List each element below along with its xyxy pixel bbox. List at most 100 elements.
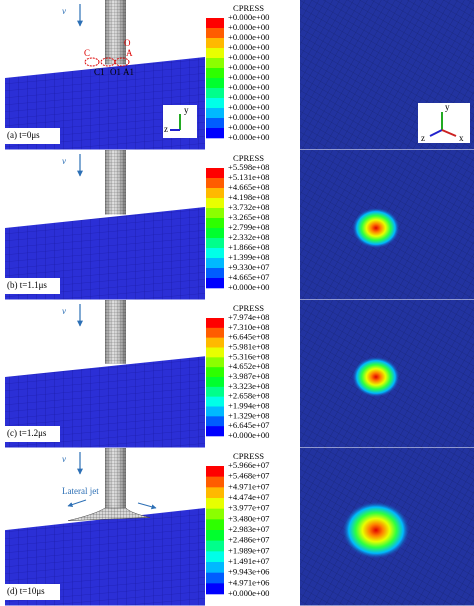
legend-value: +3.977e+07 <box>228 503 270 513</box>
projectile-shade <box>105 0 126 65</box>
legend-swatch <box>206 551 224 563</box>
jet <box>67 507 151 521</box>
panel-label: (b) t=1.1μs <box>7 280 47 290</box>
triad-box <box>418 103 470 143</box>
plate <box>5 57 205 150</box>
legend-swatch <box>206 78 224 89</box>
legend-title: CPRESS <box>233 3 264 13</box>
legend-swatch <box>206 367 224 378</box>
legend-title: CPRESS <box>233 153 264 163</box>
plate <box>5 207 205 300</box>
legend-value: +4.652e+08 <box>228 361 269 371</box>
legend-swatch <box>206 188 224 199</box>
velocity-label: v <box>62 454 66 464</box>
legend-swatch <box>206 583 224 595</box>
legend-value: +3.265e+08 <box>228 212 269 222</box>
legend-swatch <box>206 519 224 531</box>
legend-swatch <box>206 38 224 49</box>
legend-swatch <box>206 466 224 477</box>
legend-swatch <box>206 337 224 348</box>
legend-value: +2.983e+07 <box>228 524 270 534</box>
legend-value: +9.943e+06 <box>228 567 270 577</box>
projectile-shade <box>105 150 126 215</box>
legend-swatch <box>206 396 224 407</box>
legend-value: +0.000e+00 <box>228 12 269 22</box>
legend-swatch <box>206 406 224 417</box>
legend-value: +2.486e+07 <box>228 535 270 545</box>
legend-swatch <box>206 48 224 59</box>
legend-swatch <box>206 386 224 397</box>
legend-value: +0.000e+00 <box>228 42 269 52</box>
legend-swatch <box>206 238 224 249</box>
legend-value: +1.994e+08 <box>228 400 269 410</box>
legend-swatch <box>206 426 224 437</box>
legend-swatch <box>206 58 224 69</box>
point-label: A1 <box>123 67 134 77</box>
legend-value: +3.480e+07 <box>228 513 270 523</box>
legend-title: CPRESS <box>233 451 264 461</box>
point-label: A <box>126 48 133 58</box>
legend-swatch <box>206 416 224 427</box>
axis-label: x <box>459 133 464 143</box>
legend-value: +7.310e+08 <box>228 322 269 332</box>
legend-value: +1.399e+08 <box>228 252 269 262</box>
legend-title: CPRESS <box>233 303 264 313</box>
legend-swatch <box>206 498 224 509</box>
velocity-label: v <box>62 6 66 16</box>
legend-value: +0.000e+00 <box>228 72 269 82</box>
legend-swatch <box>206 98 224 109</box>
legend-value: +0.000e+00 <box>228 122 269 132</box>
legend-swatch <box>206 268 224 279</box>
legend-swatch <box>206 508 224 520</box>
legend-value: +0.000e+00 <box>228 52 269 62</box>
legend-swatch <box>206 327 224 338</box>
panel-label: (d) t=10μs <box>7 586 45 596</box>
legend-value: +5.131e+08 <box>228 172 269 182</box>
legend-value: +5.468e+07 <box>228 471 270 481</box>
legend-value: +4.665e+08 <box>228 182 269 192</box>
pressure-spot <box>342 501 410 560</box>
pressure-spot <box>352 356 400 398</box>
legend-value: +0.000e+00 <box>228 22 269 32</box>
panel: v(c) t=1.2μsCPRESS+7.974e+08+7.310e+08+6… <box>0 300 474 449</box>
legend-value: +0.000e+00 <box>228 112 269 122</box>
legend-value: +1.989e+07 <box>228 545 270 555</box>
legend-value: +3.323e+08 <box>228 381 269 391</box>
plate <box>5 508 205 606</box>
legend-value: +2.658e+08 <box>228 391 269 401</box>
legend-swatch <box>206 357 224 368</box>
legend-swatch <box>206 377 224 388</box>
legend-value: +1.491e+07 <box>228 556 270 566</box>
legend-value: +6.645e+07 <box>228 420 270 430</box>
legend-value: +0.000e+00 <box>228 282 269 292</box>
legend-swatch <box>206 540 224 552</box>
legend-value: +4.474e+07 <box>228 492 270 502</box>
legend-swatch <box>206 168 224 179</box>
legend-swatch <box>206 572 224 584</box>
legend-swatch <box>206 530 224 541</box>
legend-value: +4.198e+08 <box>228 192 269 202</box>
legend-swatch <box>206 118 224 129</box>
legend-value: +0.000e+00 <box>228 32 269 42</box>
legend-value: +2.332e+08 <box>228 232 269 242</box>
legend-value: +0.000e+00 <box>228 132 269 142</box>
panel-label: (c) t=1.2μs <box>7 428 47 438</box>
legend-swatch <box>206 218 224 229</box>
axis-label: z <box>421 133 425 143</box>
panel-label: (a) t=0μs <box>7 130 40 140</box>
legend-swatch <box>206 108 224 119</box>
legend-value: +0.000e+00 <box>228 430 269 440</box>
legend-value: +6.645e+08 <box>228 332 269 342</box>
legend-swatch <box>206 476 224 488</box>
legend-value: +7.974e+08 <box>228 312 269 322</box>
legend-value: +4.971e+07 <box>228 481 270 491</box>
legend-swatch <box>206 178 224 189</box>
pressure-spot <box>352 207 400 249</box>
legend-swatch <box>206 258 224 269</box>
velocity-label: v <box>62 306 66 316</box>
legend-value: +1.866e+08 <box>228 242 269 252</box>
legend-value: +0.000e+00 <box>228 588 269 598</box>
marker-circle <box>100 57 116 67</box>
